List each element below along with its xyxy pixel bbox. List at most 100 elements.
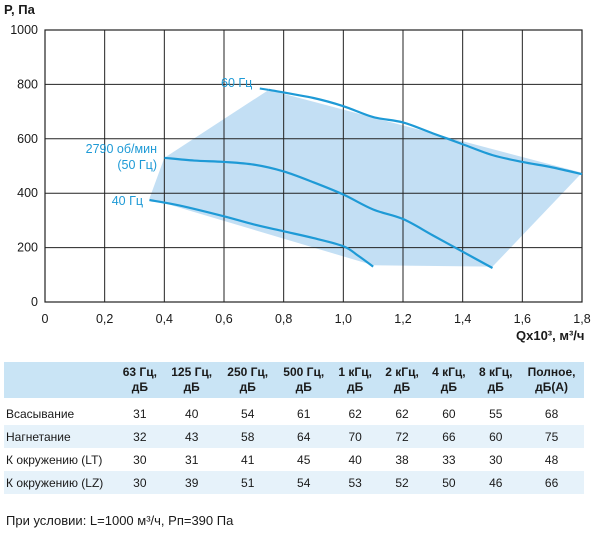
table-cell: 70	[331, 425, 379, 448]
table-cell: 41	[241, 452, 255, 467]
table-cell: 40	[348, 452, 362, 467]
x-tick-label: 0	[42, 312, 49, 326]
column-header-band: 250 Гц,	[227, 365, 269, 379]
table-cell: 58	[219, 425, 276, 448]
x-tick-label: 1,6	[514, 312, 531, 326]
curve-label-50hz-line2: (50 Гц)	[117, 158, 157, 172]
table-row: Нагнетание 32 43 58 64 70 72 66 60 75	[4, 425, 584, 448]
row-label: К окружению (LT)	[6, 452, 103, 467]
curve-40hz	[149, 198, 374, 268]
table-cell: 66	[519, 471, 584, 494]
table-header-row: 63 Гц, дБ 125 Гц, дБ 250 Гц, дБ 500 Гц, дБ 1 кГц…	[4, 362, 584, 398]
y-axis-label: P, Па	[4, 2, 36, 17]
y-tick-label: 400	[17, 186, 38, 200]
column-header-unit: дБ	[440, 380, 457, 394]
table-cell: 52	[378, 471, 426, 494]
table-cell: 55	[489, 406, 503, 421]
table-cell: 38	[395, 452, 409, 467]
row-label: Всасывание	[6, 406, 75, 421]
column-header-unit: дБ	[183, 380, 200, 394]
table-cell: 75	[519, 425, 584, 448]
table-cell: 51	[219, 471, 276, 494]
column-header-band: 8 кГц,	[478, 365, 513, 379]
curve-label-leader	[259, 87, 269, 91]
y-tick-label: 600	[17, 132, 38, 146]
table-cell: 54	[241, 406, 255, 421]
column-header-unit: дБ(А)	[535, 380, 569, 394]
table-cell: 72	[378, 425, 426, 448]
column-header: 8 кГц, дБ	[472, 362, 520, 398]
table-cell: 50	[425, 471, 473, 494]
y-tick-label: 800	[17, 77, 38, 91]
column-header-unit: дБ	[347, 380, 364, 394]
column-header-band: 1 кГц,	[338, 365, 372, 379]
table-cell: 39	[163, 471, 220, 494]
table-cell: 48	[544, 452, 559, 467]
column-header-unit: дБ	[487, 380, 504, 394]
column-header-unit: дБ	[239, 380, 256, 394]
pressure-flow-chart: 0 0,2 0,4 0,6 0,8 1,0 1,2 1,4 1,6 1,8 0 200 400 600 80…	[4, 2, 591, 343]
column-header: 125 Гц, дБ	[163, 362, 220, 398]
column-header-unit: дБ	[131, 380, 148, 394]
column-header-band: 4 кГц,	[432, 365, 466, 379]
column-header-band: 63 Гц,	[122, 365, 157, 379]
table-cell: 30	[116, 471, 164, 494]
table-cell: 64	[275, 425, 332, 448]
table-cell: 43	[163, 425, 220, 448]
x-tick-label: 1,0	[335, 312, 352, 326]
table-cell: 31	[185, 452, 199, 467]
y-tick-label: 1000	[10, 23, 38, 37]
y-tick-label: 0	[31, 295, 38, 309]
table-cell: 32	[116, 425, 164, 448]
curve-label-60hz: 60 Гц	[221, 76, 252, 90]
x-tick-label: 1,8	[573, 312, 590, 326]
table-cell: 40	[185, 406, 199, 421]
table-cell: 60	[472, 425, 520, 448]
x-tick-label: 0,8	[275, 312, 292, 326]
curve-60hz	[268, 88, 583, 176]
table-cell: 30	[489, 452, 503, 467]
curve-label-50hz-line1: 2790 об/мин	[86, 142, 157, 156]
operating-area	[149, 89, 582, 267]
y-tick-label: 200	[17, 241, 38, 255]
table-row: Всасывание 31 40 54 61 62 62 60 55 68	[4, 402, 584, 425]
column-header: 4 кГц, дБ	[425, 362, 473, 398]
table-cell: 53	[331, 471, 379, 494]
column-header: 500 Гц, дБ	[275, 362, 332, 398]
table-cell: 61	[297, 406, 311, 421]
table-cell: 30	[133, 452, 147, 467]
row-label: Нагнетание	[4, 425, 116, 448]
condition-note: При условии: L=1000 м³/ч, Pп=390 Па	[6, 513, 234, 528]
table-cell: 62	[348, 406, 362, 421]
curve-50hz	[164, 156, 494, 269]
table-corner-cell	[4, 362, 116, 398]
row-label: К окружению (LZ)	[4, 471, 116, 494]
column-header-unit: дБ	[295, 380, 312, 394]
column-header-unit: дБ	[393, 380, 411, 394]
table-cell: 54	[275, 471, 332, 494]
column-header-band: 500 Гц,	[283, 365, 325, 379]
column-header-band: Полное,	[527, 365, 576, 379]
table-cell: 31	[133, 406, 147, 421]
plot-frame	[44, 29, 583, 303]
column-header: 250 Гц, дБ	[219, 362, 276, 398]
table-cell: 62	[395, 406, 409, 421]
noise-table: 63 Гц, дБ 125 Гц, дБ 250 Гц, дБ 500 Гц, дБ 1 кГц…	[4, 362, 584, 494]
curve-label-40hz: 40 Гц	[112, 194, 143, 208]
x-tick-label: 1,2	[394, 312, 411, 326]
x-tick-label: 0,2	[96, 312, 113, 326]
column-header-band: 2 кГц,	[385, 365, 419, 379]
column-header: 63 Гц, дБ	[116, 362, 164, 398]
x-tick-label: 0,4	[156, 312, 173, 326]
table-cell: 68	[544, 406, 559, 421]
column-header-band: 125 Гц,	[171, 365, 213, 379]
table-cell: 60	[442, 406, 456, 421]
column-header: 1 кГц, дБ	[331, 362, 379, 398]
table-row: К окружению (LT) 30 31 41 45 40 38 33 30 48	[4, 448, 584, 471]
column-header: 2 кГц, дБ	[378, 362, 426, 398]
x-tick-label: 0,6	[215, 312, 232, 326]
table-row: К окружению (LZ) 30 39 51 54 53 52 50 46 66	[4, 471, 584, 494]
table-cell: 45	[297, 452, 311, 467]
x-tick-label: 1,4	[454, 312, 471, 326]
column-header: Полное, дБ(А)	[519, 362, 584, 398]
